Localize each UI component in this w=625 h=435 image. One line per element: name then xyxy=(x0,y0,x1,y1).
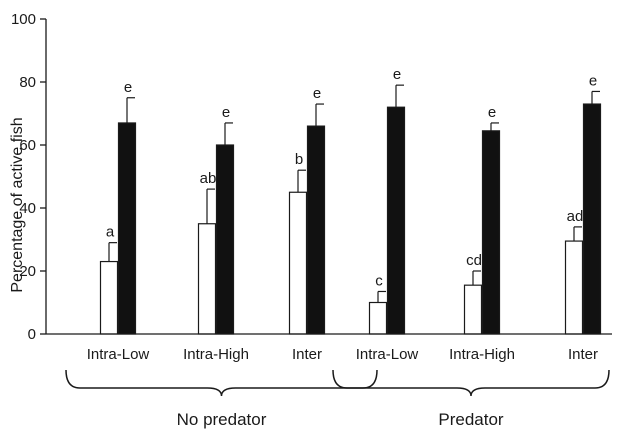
x-category-label: Intra-High xyxy=(183,346,249,363)
sig-label-black: e xyxy=(222,104,230,121)
y-axis-title: Percentage of active fish xyxy=(9,117,26,292)
group-braces: No predator Predator xyxy=(65,369,610,429)
sig-label-white: ab xyxy=(200,170,217,187)
bar-white xyxy=(197,223,217,335)
x-axis: Intra-Low Intra-High Inter Intra-Low Intra-H… xyxy=(46,333,612,363)
sig-label-white: a xyxy=(106,224,115,241)
x-category-label: Intra-Low xyxy=(356,346,419,363)
x-category-label: Intra-High xyxy=(449,346,515,363)
bar-white xyxy=(288,191,308,335)
bar-white xyxy=(564,240,584,335)
sig-label-black: e xyxy=(393,66,401,83)
bar-black xyxy=(117,122,137,335)
bar-black xyxy=(215,144,235,335)
y-tick-label: 0 xyxy=(28,326,36,343)
y-axis: 0 20 40 60 80 100 xyxy=(11,11,47,343)
bar-black xyxy=(582,103,602,335)
y-tick-label: 40 xyxy=(19,200,36,217)
bar-black xyxy=(306,125,326,335)
sig-label-white: cd xyxy=(466,252,482,269)
y-tick-label: 80 xyxy=(19,74,36,91)
bar-black xyxy=(386,106,406,335)
y-tick-label: 60 xyxy=(19,137,36,154)
bar-white xyxy=(463,284,483,335)
sig-label-black: e xyxy=(589,72,597,89)
x-category-label: Intra-Low xyxy=(87,346,150,363)
group-brace xyxy=(332,369,610,397)
bar-black xyxy=(481,130,501,335)
bar-white xyxy=(368,301,388,335)
x-category-label: Inter xyxy=(292,346,322,363)
x-category-label: Inter xyxy=(568,346,598,363)
group-label: No predator xyxy=(177,410,267,429)
sig-label-black: e xyxy=(124,79,132,96)
bar-white xyxy=(99,260,119,335)
y-tick-label: 100 xyxy=(11,11,36,28)
group-label: Predator xyxy=(438,410,504,429)
bars-layer: a e ab e b e c e cd e ad e xyxy=(99,66,602,335)
group-brace xyxy=(65,369,378,397)
sig-label-black: e xyxy=(313,85,321,102)
sig-label-white: c xyxy=(375,272,383,289)
sig-label-white: b xyxy=(295,151,303,168)
sig-label-black: e xyxy=(488,104,496,121)
sig-label-white: ad xyxy=(567,208,584,225)
y-tick-label: 20 xyxy=(19,263,36,280)
